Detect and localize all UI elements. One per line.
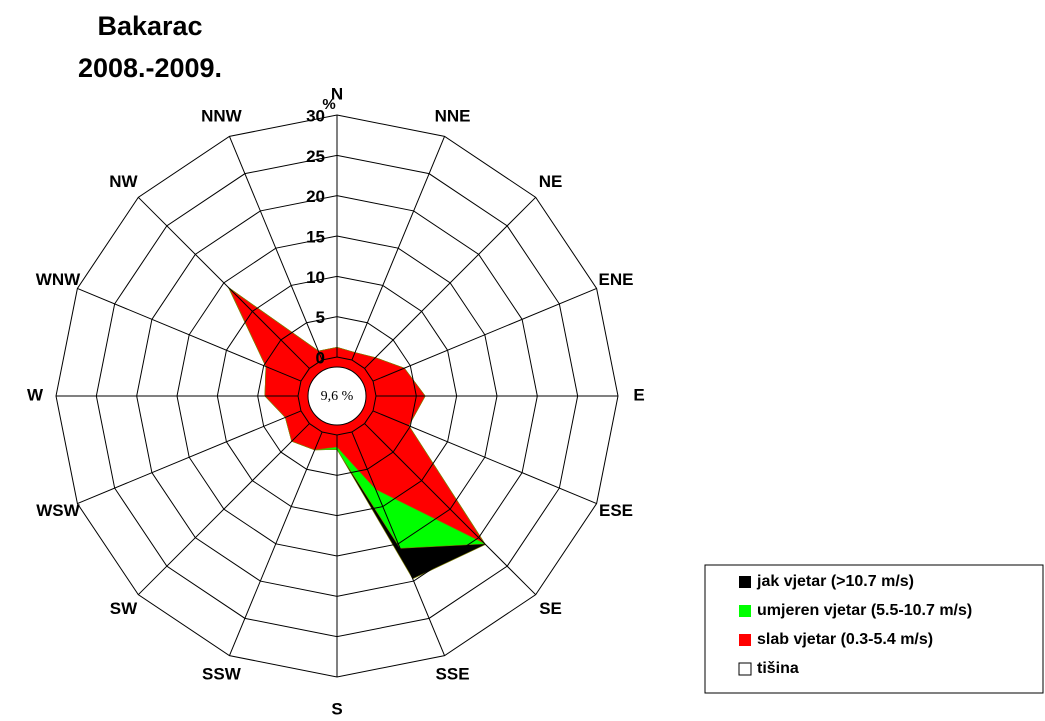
direction-label: NNW (201, 106, 243, 125)
spoke (229, 136, 323, 361)
direction-label: NW (109, 172, 138, 191)
spoke (77, 288, 302, 382)
spoke (77, 410, 302, 504)
legend-label: umjeren vjetar (5.5-10.7 m/s) (757, 602, 972, 619)
legend-swatch (739, 576, 751, 588)
spoke (364, 196, 537, 369)
direction-label: W (27, 385, 44, 404)
direction-label: SE (539, 599, 562, 618)
y-tick-label: 0 (316, 348, 325, 367)
spoke (351, 431, 445, 656)
chart-subtitle: 2008.-2009. (78, 53, 222, 83)
spoke (137, 423, 310, 596)
direction-label: SSE (436, 664, 470, 683)
direction-label: SW (110, 599, 138, 618)
direction-label: S (331, 699, 342, 716)
y-tick-label: 5 (316, 308, 325, 327)
legend-label: tišina (757, 660, 799, 677)
legend-label: jak vjetar (>10.7 m/s) (756, 573, 914, 590)
direction-label: NE (539, 172, 563, 191)
direction-label: ENE (599, 270, 634, 289)
direction-label: NNE (435, 106, 471, 125)
direction-label: N (331, 84, 343, 103)
chart-title: Bakarac (97, 11, 202, 41)
direction-label: E (633, 385, 644, 404)
y-tick-label: 20 (306, 187, 325, 206)
spoke (372, 288, 597, 382)
spoke (372, 410, 597, 504)
direction-label: WNW (36, 270, 81, 289)
spoke (364, 423, 537, 596)
y-tick-label: 10 (306, 268, 325, 287)
direction-label: WSW (36, 501, 80, 520)
calm-circle (307, 366, 367, 426)
direction-label: ESE (599, 501, 633, 520)
legend-label: slab vjetar (0.3-5.4 m/s) (757, 631, 933, 648)
legend-swatch (739, 634, 751, 646)
spoke (351, 136, 445, 361)
y-tick-label: 30 (306, 106, 325, 125)
unit-label: % (322, 96, 335, 113)
spoke (137, 196, 310, 369)
y-tick-label: 25 (306, 147, 325, 166)
calm-label: 9,6 % (321, 389, 354, 404)
direction-label: SSW (202, 664, 242, 683)
spoke (229, 431, 323, 656)
y-tick-label: 15 (306, 227, 325, 246)
legend-box (704, 564, 1044, 694)
legend-swatch (738, 662, 752, 676)
legend-swatch (739, 605, 751, 617)
